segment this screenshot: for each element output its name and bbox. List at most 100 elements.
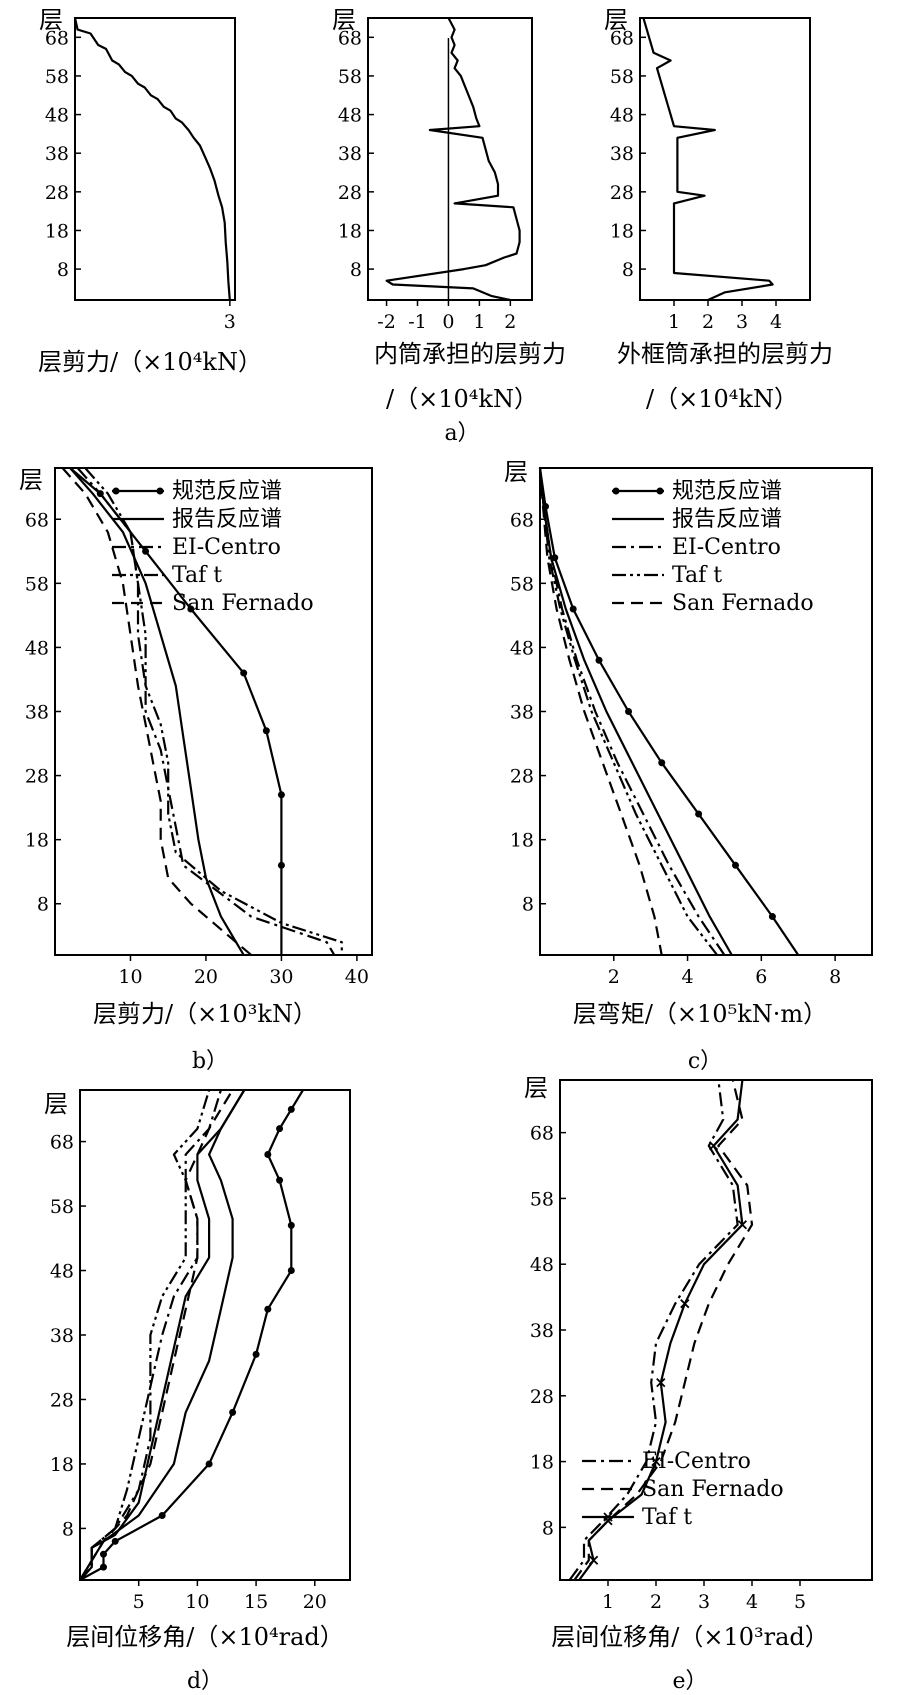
x-axis-label: 内筒承担的层剪力 [374, 340, 566, 368]
legend: EI-Centro San Fernado Taf t [582, 1449, 784, 1530]
series-marker-x [588, 1555, 599, 1565]
x-tick-label: 2 [650, 1591, 662, 1613]
y-tick-label: 28 [45, 182, 69, 204]
series-marker-dot [287, 1105, 295, 1113]
y-tick-label: 68 [45, 27, 69, 49]
plot-frame [559, 1079, 873, 1581]
series-marker-dot [277, 861, 285, 869]
series-marker-dot [111, 1537, 119, 1545]
x-tick-label: 3 [224, 311, 236, 333]
y-tick-label: 68 [610, 27, 634, 49]
y-tick-label: 38 [510, 702, 534, 724]
series-marker-dot [277, 791, 285, 799]
x-tick-label: 20 [194, 966, 218, 988]
series-marker-dot [264, 1150, 272, 1158]
series-line-1 [385, 17, 521, 302]
y-tick-label: 8 [37, 894, 49, 916]
legend-label: Taf t [672, 563, 722, 588]
series-line-taf-t [84, 467, 343, 955]
series-marker-dot [625, 708, 633, 715]
y-tick-label: 18 [338, 220, 362, 242]
x-tick-label: -1 [408, 311, 427, 333]
series-marker-dot [205, 1460, 213, 1468]
legend-marker-dot [156, 487, 164, 495]
y-tick-label: 58 [45, 66, 69, 88]
series-marker-dot [551, 554, 559, 562]
y-tick-label: 28 [510, 766, 534, 788]
series-marker-dot [229, 1408, 237, 1416]
series-marker-dot [99, 1550, 107, 1558]
x-tick-label: 8 [829, 966, 841, 988]
series-line-5 [79, 1089, 222, 1581]
legend-label: San Fernado [672, 591, 814, 616]
x-tick-label: 5 [794, 1591, 806, 1613]
x-tick-label: 4 [682, 966, 694, 988]
series-marker-dot [287, 1221, 295, 1229]
y-axis-label: 层 [604, 6, 628, 34]
series-marker-dot [158, 1512, 166, 1520]
plot-frame [639, 17, 811, 301]
legend-marker-dot [112, 487, 120, 495]
series-line-报告反应谱 [69, 467, 245, 956]
series-marker-dot [187, 605, 195, 613]
series-marker-dot [658, 759, 666, 767]
series-line-taf-t [578, 1079, 744, 1581]
x-tick-label: 10 [185, 1591, 209, 1613]
series-marker-x [603, 1516, 613, 1526]
legend-label: Taf t [642, 1505, 692, 1530]
y-tick-label: 38 [25, 702, 49, 724]
y-axis-label: 层 [504, 458, 528, 486]
y-axis-label: 层 [39, 6, 63, 34]
series-line-1 [642, 17, 774, 302]
y-tick-label: 28 [338, 182, 362, 204]
series-marker-x [737, 1220, 748, 1230]
x-axis-label: 层剪力/（×10³kN） [93, 1000, 317, 1028]
plot-frame [74, 17, 236, 301]
subfigure-label-d: d） [187, 1669, 223, 1694]
plot-frame [367, 17, 533, 301]
y-tick-label: 8 [542, 1517, 554, 1539]
legend-marker-x [603, 1512, 613, 1522]
x-tick-label: 4 [770, 311, 782, 333]
subfigure-label-e: e） [672, 1669, 707, 1694]
legend-label: San Fernado [172, 591, 314, 616]
y-tick-label: 8 [622, 259, 634, 281]
y-tick-label: 58 [25, 573, 49, 595]
series-line-taf-t [538, 467, 718, 956]
x-tick-label: 2 [702, 311, 714, 333]
y-tick-label: 68 [510, 509, 534, 531]
series-marker-dot [262, 727, 270, 735]
y-axis-label: 层 [524, 1074, 548, 1102]
x-tick-label: 2 [504, 311, 516, 333]
y-tick-label: 38 [50, 1325, 74, 1347]
y-tick-label: 38 [338, 143, 362, 165]
y-tick-label: 68 [530, 1123, 554, 1145]
series-marker-dot [287, 1267, 295, 1275]
series-marker-dot [595, 656, 603, 664]
legend-label: 规范反应谱 [672, 479, 782, 504]
x-axis-label: 层弯矩/（×10⁵kN·m） [573, 1000, 827, 1028]
x-tick-label: 1 [602, 1591, 614, 1613]
y-tick-label: 8 [57, 259, 69, 281]
series-marker-x [708, 1141, 719, 1151]
series-marker-dot [695, 810, 703, 818]
x-tick-label: 3 [736, 311, 748, 333]
y-tick-label: 38 [530, 1320, 554, 1342]
x-tick-label: 2 [608, 966, 620, 988]
y-tick-label: 18 [45, 220, 69, 242]
series-line-ei-centro [76, 467, 336, 956]
y-tick-label: 48 [510, 637, 534, 659]
y-tick-label: 48 [530, 1254, 554, 1276]
y-tick-label: 48 [50, 1261, 74, 1283]
legend-label: 报告反应谱 [672, 507, 782, 532]
y-tick-label: 28 [610, 182, 634, 204]
y-tick-label: 58 [338, 66, 362, 88]
y-tick-label: 68 [25, 509, 49, 531]
series-marker-dot [142, 547, 150, 555]
y-tick-label: 8 [350, 259, 362, 281]
y-tick-label: 48 [610, 105, 634, 127]
